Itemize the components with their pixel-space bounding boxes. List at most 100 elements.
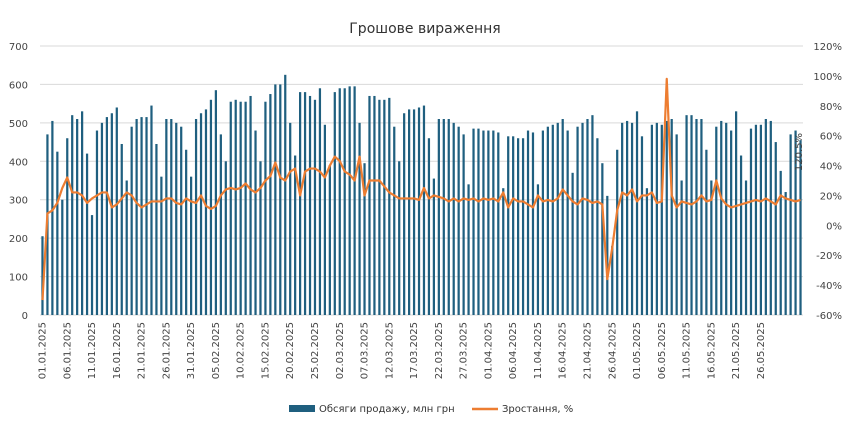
bar [41,236,44,315]
bar [591,115,594,315]
legend: Обсяги продажу, млн грн Зростання, % [289,404,573,415]
bar [695,119,698,315]
bar [343,88,346,316]
bar [274,84,277,316]
bar [665,120,668,315]
bar [100,122,104,315]
x-tick-label: 25.02.2025 [310,322,321,379]
bar [556,122,559,315]
bar [150,105,153,315]
bar [348,86,351,315]
bar [224,161,227,315]
bar [660,124,663,315]
bar [512,136,515,315]
bar [635,111,639,315]
bar [145,117,148,315]
bar [140,117,143,315]
bar [521,138,525,315]
bar [487,130,490,315]
bar [259,161,262,315]
bar [51,120,54,315]
bar [531,132,535,315]
bar-series [41,74,802,316]
bar [135,119,138,315]
bar [61,199,64,315]
x-tick-label: 20.02.2025 [285,322,296,379]
bar [630,122,634,315]
x-tick-label: 26.05.2025 [756,322,767,379]
bar [333,92,336,315]
legend-line-label: Зростання, % [502,404,573,415]
bar [170,119,173,315]
bar [754,124,758,315]
bar [601,163,604,315]
bar [769,120,772,315]
bar [616,149,619,315]
bar [675,134,678,315]
bar [774,142,777,315]
bar [779,170,782,315]
bar [447,119,450,315]
bar [744,180,748,315]
bar [541,130,544,315]
bar [175,122,178,315]
bar [90,215,94,315]
x-tick-label: 15.02.2025 [260,322,271,379]
bar [492,130,495,315]
x-tick-label: 01.04.2025 [483,322,494,379]
bar [730,130,733,315]
bar [437,119,440,315]
bar [194,119,198,315]
bar [373,95,376,316]
bar [422,105,426,315]
bar [640,136,644,315]
bar [71,115,74,315]
bar [799,140,802,315]
x-tick-label: 21.04.2025 [582,322,593,379]
bar [655,122,658,315]
bar [626,120,629,315]
y-right-tick-label: 60% [820,132,842,143]
y-axis-right: -60% -40% -20% 0% 20% 40% 60% 80% 100% 120% [813,42,842,322]
bar [81,111,84,315]
legend-bar-label: Обсяги продажу, млн грн [319,404,455,415]
x-tick-label: 12.03.2025 [384,322,395,379]
bar [606,195,609,315]
bar [66,138,69,315]
x-tick-label: 07.03.2025 [360,322,371,379]
bar [269,94,272,315]
bar [353,86,356,315]
bar [482,130,485,315]
bar [739,155,743,315]
growth-line [41,77,801,301]
bar [432,178,435,315]
x-tick-label: 11.05.2025 [682,322,693,379]
x-tick-label: 27.03.2025 [459,322,470,379]
bar [794,130,797,315]
bar [323,124,326,315]
bar [596,138,599,315]
bar [190,176,193,315]
bar [338,88,341,316]
bar [621,122,624,315]
bar [368,95,371,316]
y-right-tick-label: 0% [826,221,842,232]
bar [586,119,589,315]
x-tick-label: 11.01.2025 [87,322,98,379]
x-tick-label: 06.04.2025 [508,322,519,379]
bar [417,107,421,316]
y-left-tick-label: 100 [9,273,28,284]
bar [427,138,431,315]
x-tick-label: 01.05.2025 [632,322,643,379]
bar [185,149,188,315]
bar [670,119,673,315]
y-right-tick-label: -40% [816,281,842,292]
bar [705,149,708,315]
annotation-label: 120.5% [794,133,805,171]
bar [388,97,391,315]
bar [358,122,361,315]
y-right-tick-label: -20% [816,251,842,262]
bar [749,128,753,315]
bar [581,122,584,315]
